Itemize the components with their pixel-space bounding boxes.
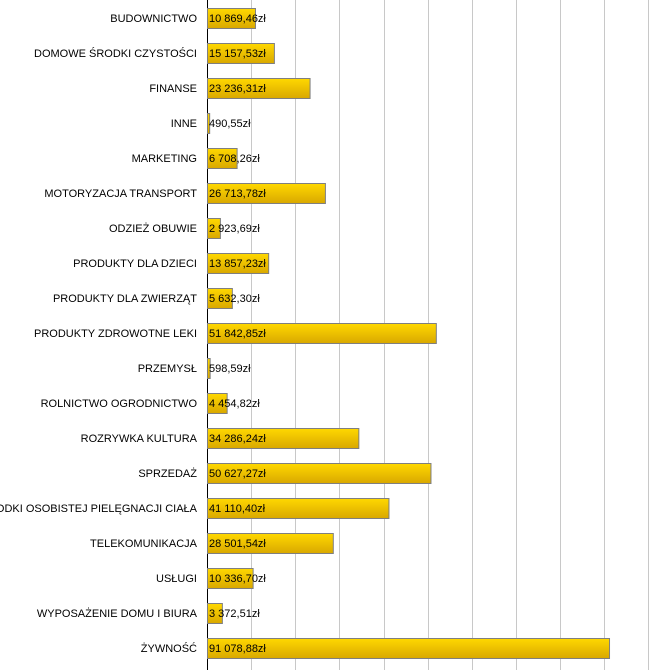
bar [207, 43, 275, 64]
bar [207, 393, 228, 414]
value-label: 6 708,26zł [209, 153, 260, 165]
category-label: MARKETING [132, 153, 197, 165]
value-label: 2 923,69zł [209, 223, 260, 235]
value-label: 28 501,54zł [209, 538, 266, 550]
value-label: 13 857,23zł [209, 258, 266, 270]
value-label: 23 236,31zł [209, 83, 266, 95]
bar [207, 533, 334, 554]
bar [207, 323, 437, 344]
value-label: 34 286,24zł [209, 433, 266, 445]
value-label: 10 336,70zł [209, 573, 266, 585]
category-label: ROLNICTWO OGRODNICTWO [41, 398, 198, 410]
category-label: MOTORYZACJA TRANSPORT [44, 188, 197, 200]
bar [207, 253, 270, 274]
bar [207, 638, 611, 659]
bar [207, 148, 238, 169]
category-label: PRODUKTY DLA DZIECI [73, 258, 197, 270]
category-label: ODZIEŻ OBUWIE [109, 222, 197, 235]
value-label: 51 842,85zł [209, 328, 266, 340]
category-label: PRZEMYSŁ [138, 363, 197, 375]
bar [207, 358, 211, 379]
category-label: BUDOWNICTWO [110, 13, 197, 25]
bar [207, 463, 432, 484]
value-label: 490,55zł [209, 118, 251, 130]
category-label: DOMOWE ŚRODKI CZYSTOŚCI [34, 47, 197, 60]
category-label: ROZRYWKA KULTURA [81, 433, 198, 445]
category-label: USŁUGI [156, 573, 197, 585]
category-label: TELEKOMUNIKACJA [90, 538, 198, 550]
value-label: 598,59zł [209, 363, 251, 375]
bar [207, 568, 254, 589]
value-label: 3 372,51zł [209, 608, 260, 620]
bar [207, 498, 390, 519]
bar [207, 113, 211, 134]
category-label: ŻYWNOŚĆ [141, 642, 197, 655]
category-label: FINANSE [149, 83, 197, 95]
bar [207, 288, 233, 309]
category-label: PRODUKTY DLA ZWIERZĄT [53, 293, 197, 305]
value-label: 10 869,46zł [209, 13, 266, 25]
value-label: 15 157,53zł [209, 48, 266, 60]
value-label: 50 627,27zł [209, 468, 266, 480]
category-label: SPRZEDAŻ [138, 467, 197, 480]
value-label: 91 078,88zł [209, 643, 266, 655]
bar [207, 8, 256, 29]
bar [207, 183, 326, 204]
bar [207, 428, 360, 449]
bar [207, 218, 221, 239]
bar [207, 78, 311, 99]
value-label: 41 110,40zł [209, 503, 266, 515]
category-label: PRODUKTY ZDROWOTNE LEKI [34, 328, 197, 340]
category-label: WYPOSAŻENIE DOMU I BIURA [37, 607, 198, 620]
category-label: INNE [171, 118, 197, 130]
category-label: ŚRODKI OSOBISTEJ PIELĘGNACJI CIAŁA [0, 502, 198, 515]
value-label: 5 632,30zł [209, 293, 260, 305]
bar [207, 603, 223, 624]
value-label: 26 713,78zł [209, 188, 266, 200]
value-label: 4 454,82zł [209, 398, 260, 410]
